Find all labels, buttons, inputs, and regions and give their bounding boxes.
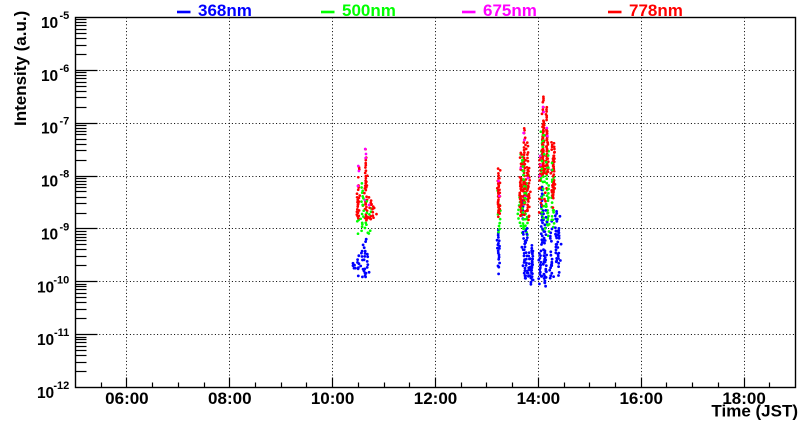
svg-text:-8: -8 <box>60 169 70 181</box>
svg-text:Intensity (a.u.): Intensity (a.u.) <box>11 11 30 126</box>
svg-text:10: 10 <box>41 68 58 85</box>
svg-text:10: 10 <box>41 174 58 191</box>
svg-text:-9: -9 <box>60 221 70 233</box>
svg-text:10:00: 10:00 <box>311 389 354 408</box>
svg-text:-6: -6 <box>60 63 70 75</box>
svg-text:10: 10 <box>37 332 54 349</box>
svg-text:10: 10 <box>41 121 58 138</box>
svg-text:10: 10 <box>37 385 54 402</box>
svg-text:10: 10 <box>37 279 54 296</box>
svg-text:368nm: 368nm <box>198 1 252 20</box>
svg-text:-7: -7 <box>60 116 70 128</box>
svg-text:-12: -12 <box>53 380 69 392</box>
svg-text:12:00: 12:00 <box>414 389 457 408</box>
svg-text:16:00: 16:00 <box>619 389 662 408</box>
svg-text:500nm: 500nm <box>342 1 396 20</box>
svg-text:-5: -5 <box>60 10 70 22</box>
svg-text:778nm: 778nm <box>629 1 683 20</box>
svg-text:14:00: 14:00 <box>517 389 560 408</box>
svg-text:18:00: 18:00 <box>722 389 765 408</box>
svg-text:08:00: 08:00 <box>208 389 251 408</box>
svg-text:-10: -10 <box>53 274 69 286</box>
svg-text:675nm: 675nm <box>483 1 537 20</box>
svg-text:-11: -11 <box>54 327 69 339</box>
svg-text:10: 10 <box>41 226 58 243</box>
svg-text:10: 10 <box>41 15 58 32</box>
svg-text:06:00: 06:00 <box>105 389 148 408</box>
svg-text:Time (JST): Time (JST) <box>711 402 798 421</box>
